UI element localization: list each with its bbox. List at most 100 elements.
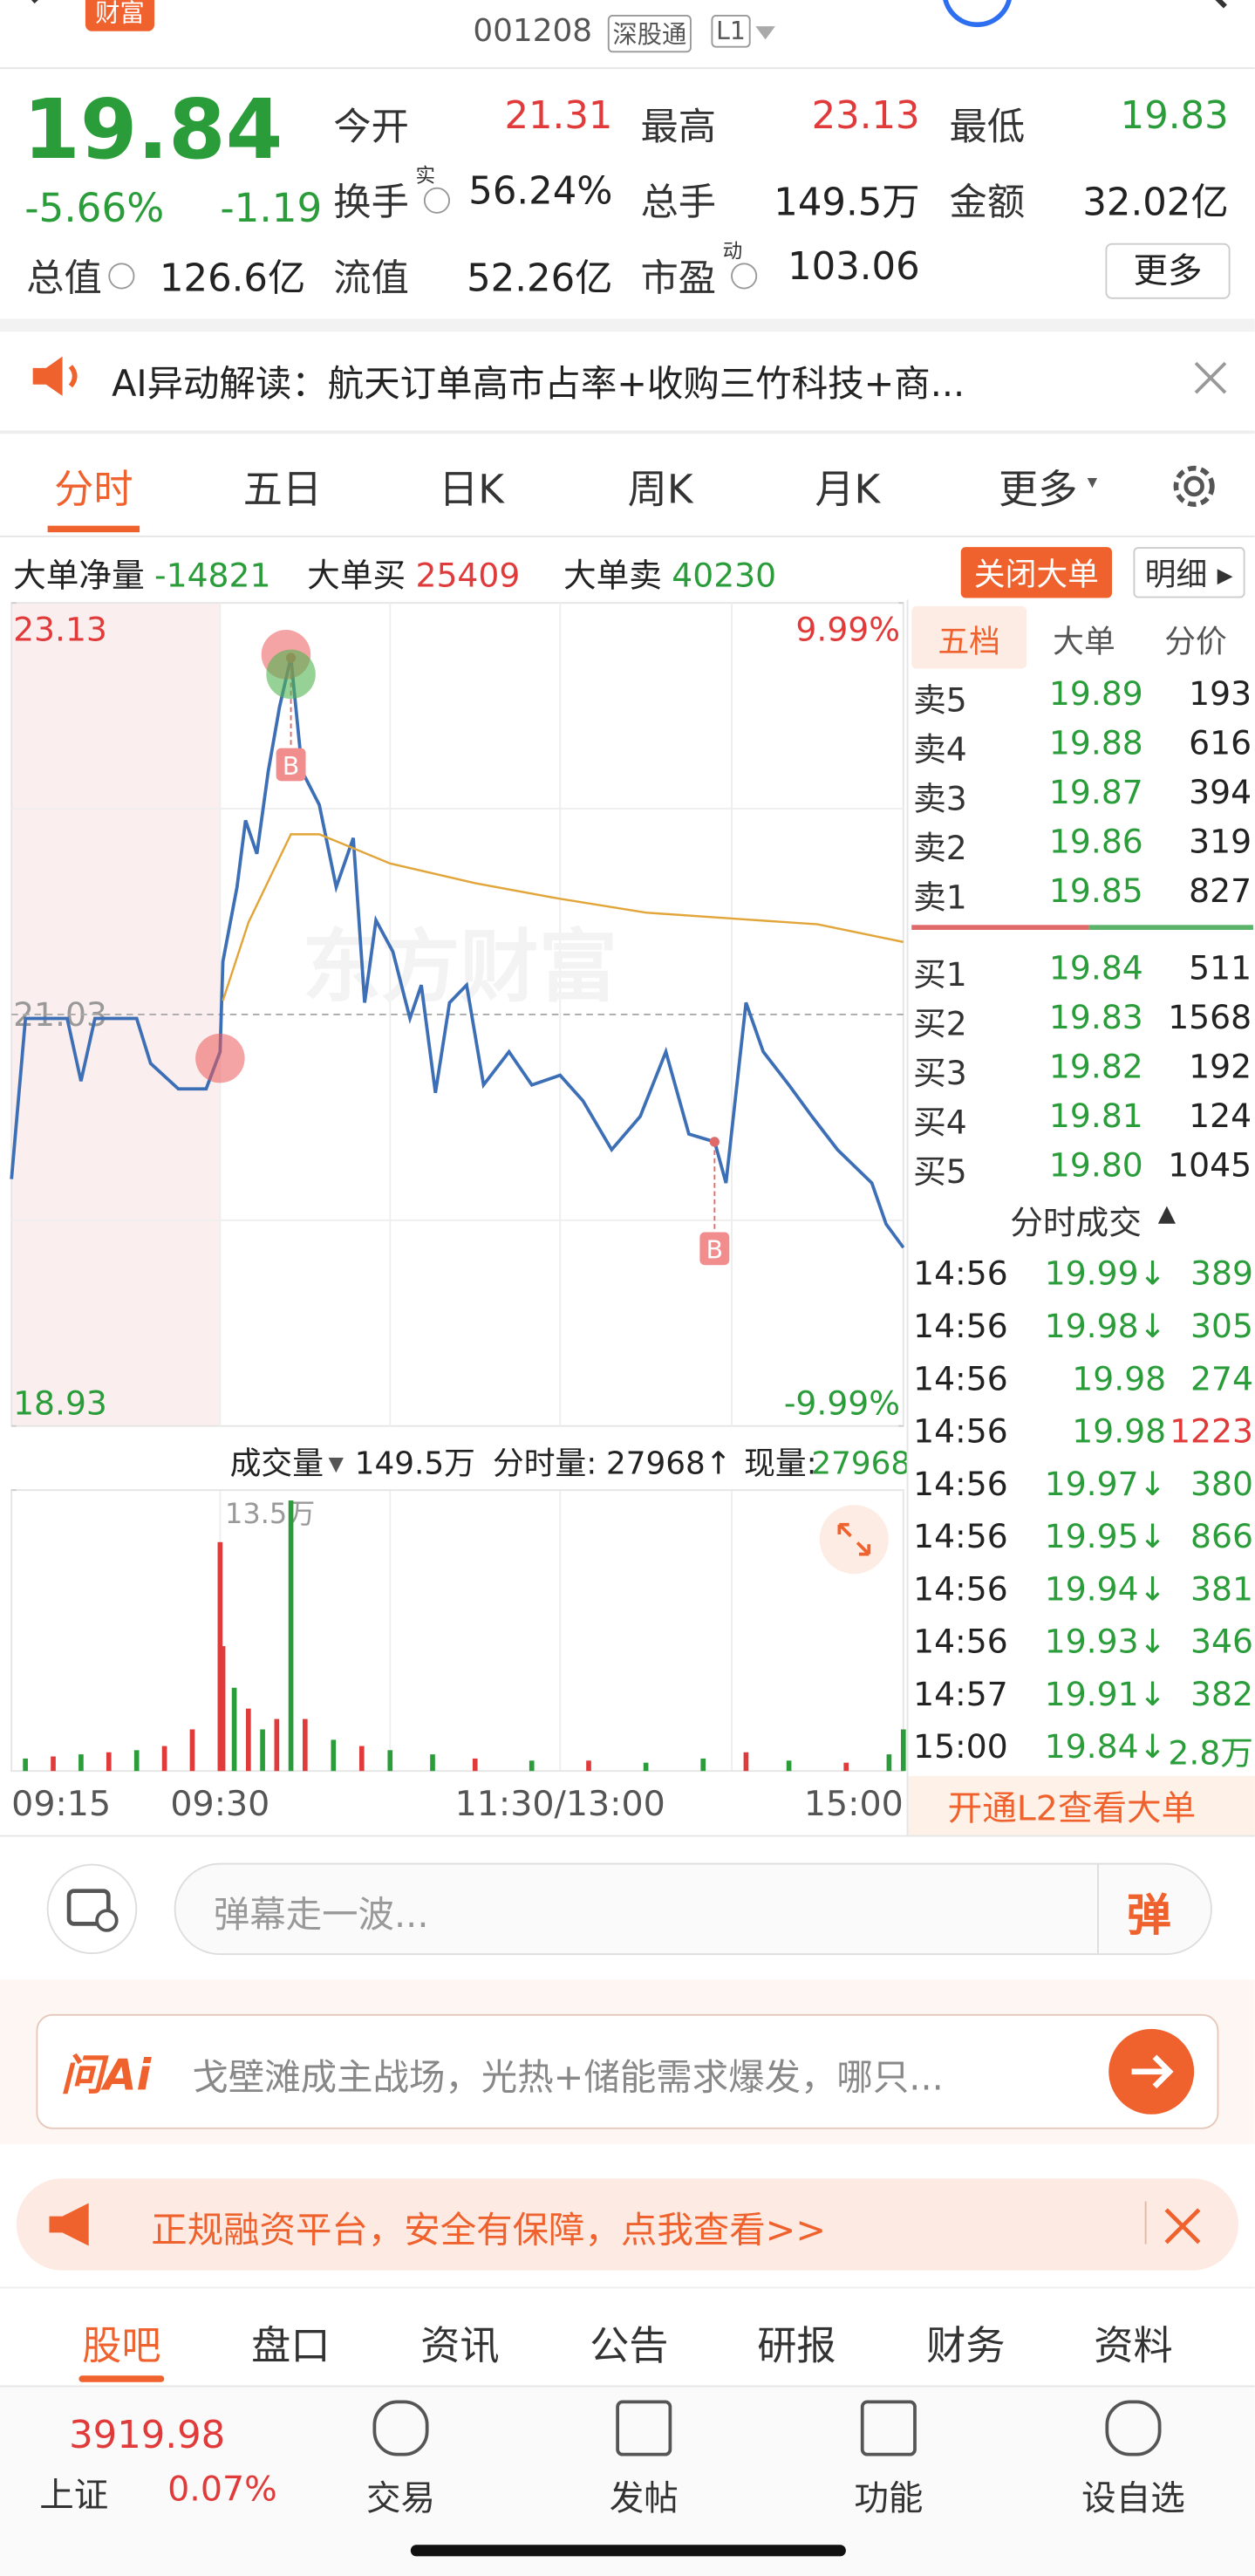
- field-label: 流值: [333, 257, 409, 301]
- ask-ai-logo: 问Ai: [60, 2052, 152, 2101]
- section-tab[interactable]: 研报: [757, 2322, 836, 2369]
- big-order-item: 大单净量 -14821: [13, 549, 270, 597]
- nav-icon[interactable]: [1105, 2400, 1162, 2456]
- trade-time: 14:56: [913, 1253, 1008, 1294]
- volume-bar: [51, 1756, 56, 1772]
- l2-banner[interactable]: 开通L2查看大单: [947, 1788, 1197, 1829]
- book-price: 19.83: [1048, 997, 1143, 1037]
- dropdown-arrow: ▾: [1087, 469, 1098, 493]
- chart-tab[interactable]: 分时: [54, 466, 133, 513]
- trade-volume: 866: [1190, 1516, 1253, 1556]
- book-tab[interactable]: 分价: [1164, 624, 1227, 661]
- volume-bar: [358, 1746, 365, 1772]
- chart-tab[interactable]: 周K: [627, 466, 693, 513]
- book-tab[interactable]: 大单: [1053, 624, 1115, 661]
- nav-icon[interactable]: [860, 2400, 917, 2456]
- nav-label[interactable]: 功能: [854, 2478, 924, 2519]
- nav-icon[interactable]: [372, 2400, 429, 2456]
- book-label: 买2: [913, 1003, 967, 1043]
- book-label: 买4: [913, 1102, 967, 1142]
- field-value: 149.5万: [774, 182, 920, 226]
- nav-label[interactable]: 交易: [365, 2478, 436, 2519]
- section-tab[interactable]: 盘口: [251, 2322, 331, 2369]
- section-tab[interactable]: 资讯: [420, 2322, 500, 2369]
- badge: 财富: [85, 0, 155, 31]
- x-tick-label: 09:30: [170, 1784, 269, 1824]
- trade-price: 19.98: [1072, 1411, 1167, 1451]
- level-tag: L1: [711, 14, 751, 48]
- book-tab-bg: [911, 605, 1027, 669]
- volume-bar: [430, 1754, 435, 1772]
- settings-icon[interactable]: [1166, 458, 1222, 514]
- trade-time: 14:56: [913, 1516, 1008, 1556]
- ai-alert[interactable]: AI异动解读：航天订单高市占率+收购三竹科技+商...: [112, 365, 965, 407]
- detail-button[interactable]: 明细 ▸: [1133, 547, 1245, 598]
- info-icon: [108, 263, 135, 290]
- book-price: 19.89: [1048, 673, 1143, 714]
- field-sup: 实: [415, 164, 436, 188]
- trade-time: 14:56: [913, 1358, 1008, 1398]
- volume-bar: [288, 1500, 294, 1772]
- back-button[interactable]: [17, 0, 65, 26]
- index-name: 上证: [39, 2476, 109, 2516]
- big-order-value: 25409: [415, 555, 521, 595]
- section-tab[interactable]: 股吧: [82, 2322, 161, 2369]
- chart-tab[interactable]: 更多: [999, 466, 1078, 513]
- trade-time: 14:56: [913, 1621, 1008, 1662]
- info-icon: [423, 187, 451, 214]
- close-alert[interactable]: [1192, 359, 1228, 395]
- section-tab[interactable]: 资料: [1094, 2322, 1173, 2369]
- ask-ai-card[interactable]: [36, 2013, 1219, 2129]
- trade-volume: 1223: [1170, 1411, 1253, 1451]
- volume-title: 成交量: [230, 1445, 324, 1481]
- trade-volume: 389: [1190, 1253, 1253, 1294]
- book-volume: 827: [1189, 871, 1252, 911]
- stat-value: 27968↑: [606, 1445, 732, 1481]
- field-value: 56.24%: [468, 170, 613, 214]
- field-label: 总值: [26, 257, 102, 301]
- trade-volume: 346: [1190, 1621, 1253, 1662]
- section-tab[interactable]: 公告: [590, 2322, 669, 2369]
- book-label: 买1: [913, 954, 967, 994]
- volume-bar: [220, 1646, 226, 1772]
- bottom-nav: 3919.98 上证 0.07% 交易 发帖 功能 设自选: [0, 2387, 1255, 2576]
- stat-value: 27968: [811, 1445, 906, 1481]
- ask-ai-send[interactable]: [1107, 2027, 1196, 2116]
- volume-bar: [217, 1541, 223, 1772]
- chart-tab[interactable]: 日K: [439, 466, 504, 513]
- chart-tab[interactable]: 月K: [815, 466, 881, 513]
- trades-title: 分时成交: [1010, 1202, 1142, 1242]
- dropdown-icon[interactable]: [753, 23, 779, 43]
- book-volume: 1568: [1168, 997, 1252, 1037]
- trade-volume: 381: [1190, 1568, 1253, 1609]
- x-tick-label: 11:30/13:00: [455, 1784, 665, 1824]
- volume-bar: [700, 1758, 706, 1772]
- header-icons[interactable]: [936, 0, 1248, 33]
- book-tab[interactable]: 五档: [938, 624, 1000, 661]
- y2-tick-label: 9.99%: [795, 610, 900, 648]
- nav-icon[interactable]: [616, 2400, 672, 2456]
- trade-volume: 2.8万: [1168, 1732, 1253, 1773]
- stock-code: 001208: [473, 13, 592, 50]
- comment-input[interactable]: [174, 1862, 1212, 1956]
- field-label: 总手: [640, 182, 717, 226]
- ad-close[interactable]: [1163, 2206, 1202, 2245]
- chart-tab[interactable]: 五日: [242, 466, 323, 513]
- volume-bar: [302, 1718, 308, 1772]
- nav-label[interactable]: 发帖: [609, 2478, 679, 2519]
- comment-toggle[interactable]: [46, 1863, 138, 1955]
- more-button[interactable]: 更多: [1105, 243, 1231, 299]
- ad-banner[interactable]: [16, 2178, 1239, 2271]
- danmu-button[interactable]: 弹: [1126, 1890, 1171, 1943]
- book-price: 19.82: [1048, 1046, 1143, 1086]
- big-order-label: 大单净量: [13, 555, 145, 595]
- volume-header-bg: [11, 1434, 904, 1487]
- y-tick-label: 23.13: [13, 610, 107, 648]
- expand-icon: [837, 1522, 871, 1556]
- nav-label[interactable]: 设自选: [1081, 2478, 1185, 2519]
- close-big-order[interactable]: 关闭大单: [960, 547, 1113, 598]
- section-tab[interactable]: 财务: [926, 2322, 1006, 2369]
- book-divider: [911, 925, 1089, 930]
- book-label: 卖4: [913, 729, 967, 769]
